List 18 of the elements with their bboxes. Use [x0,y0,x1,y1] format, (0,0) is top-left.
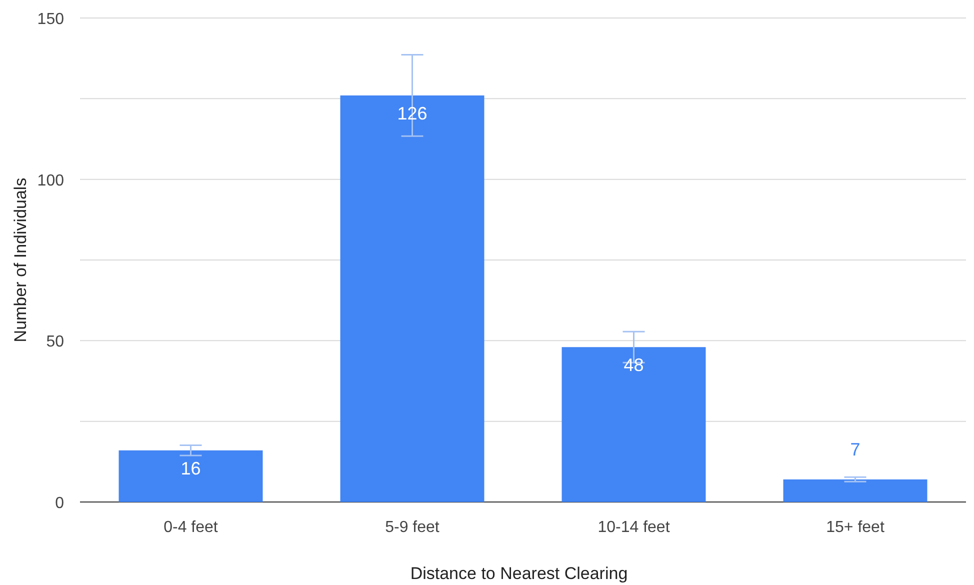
x-tick-label: 0-4 feet [164,519,218,536]
bar [118,450,263,502]
bar [783,479,928,502]
x-tick-label: 15+ feet [826,519,885,536]
y-tick-label: 50 [46,334,64,351]
data-label: 16 [180,458,201,478]
x-tick-label: 5-9 feet [385,519,440,536]
y-tick-label: 0 [55,495,64,512]
y-tick-label: 100 [37,172,64,190]
x-tick-label: 10-14 feet [598,519,670,536]
data-label: 7 [850,439,860,460]
data-label: 48 [624,355,644,376]
x-axis-title: Distance to Nearest Clearing [410,564,628,583]
bar [340,95,484,502]
y-tick-label: 150 [37,11,64,28]
data-label: 126 [397,103,428,124]
y-axis-title: Number of Individuals [11,178,30,342]
bar [562,347,706,502]
